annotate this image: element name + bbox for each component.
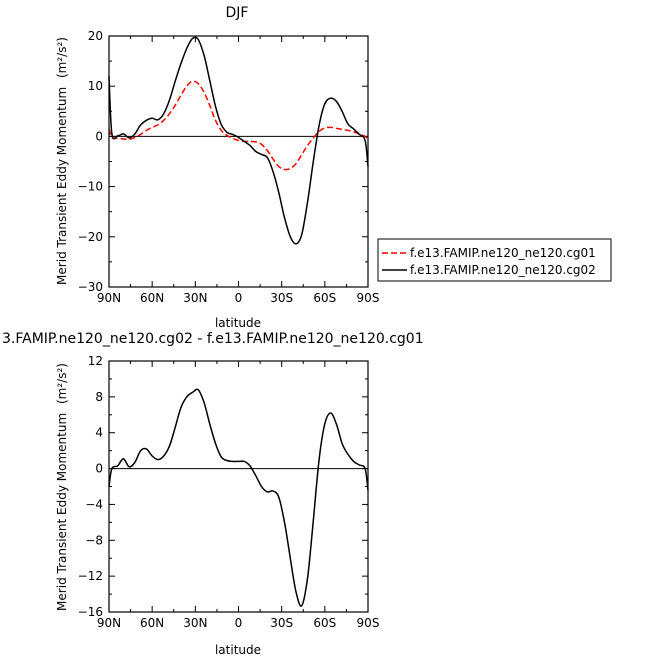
top-chart-ylabel-text: Merid Transient Eddy Momentum — [55, 87, 69, 285]
bottom-chart-x-tick-label: 90S — [357, 616, 380, 630]
top-chart-y-tick-label: 0 — [95, 129, 103, 143]
svg-text:Merid Transient Eddy Momentum: Merid Transient Eddy Momentum (m²/s²) — [55, 363, 69, 611]
top-chart-ylabel-unit: (m²/s²) — [55, 37, 69, 78]
legend-frame — [377, 238, 612, 282]
bottom-chart-xlabel: latitude — [215, 643, 261, 657]
top-chart-xlabel: latitude — [215, 316, 261, 330]
bottom-chart-title: 3.FAMIP.ne120_ne120.cg02 - f.e13.FAMIP.n… — [2, 331, 424, 347]
top-chart-x-tick-label: 90N — [97, 291, 121, 305]
bottom-chart-x-tick-label: 0 — [235, 616, 243, 630]
bottom-chart-x-tick-label: 90N — [97, 616, 121, 630]
top-chart-title: DJF — [226, 5, 249, 21]
top-chart-series-line-0 — [108, 80, 369, 171]
bottom-chart-series-line-0 — [108, 388, 369, 607]
top-chart-x-tick-label: 60N — [140, 291, 164, 305]
bottom-chart-y-tick-label: −8 — [85, 533, 103, 547]
bottom-chart-y-tick-label: −16 — [78, 605, 103, 619]
bottom-chart: 3.FAMIP.ne120_ne120.cg02 - f.e13.FAMIP.n… — [2, 331, 424, 657]
bottom-chart-series — [108, 388, 369, 607]
bottom-chart-ylabel: Merid Transient Eddy Momentum (m²/s²) — [55, 363, 69, 611]
bottom-chart-y-tick-label: −4 — [85, 497, 103, 511]
bottom-chart-x-tick-label: 30N — [183, 616, 207, 630]
legend-label-cg02: f.e13.FAMIP.ne120_ne120.cg02 — [410, 263, 596, 277]
bottom-chart-y-tick-label: 4 — [95, 426, 103, 440]
bottom-chart-y-tick-label: 0 — [95, 462, 103, 476]
top-chart-y-tick-label: −30 — [78, 280, 103, 294]
bottom-chart-ticks: 90N 60N 30N 0 30S 60S 90S 12 8 4 0 −4 −8 −12 −16 — [78, 354, 380, 630]
bottom-chart-x-tick-label: 30S — [270, 616, 293, 630]
top-chart-series — [108, 36, 369, 245]
top-chart-x-tick-label: 60S — [313, 291, 336, 305]
bottom-chart-y-tick-label: 12 — [88, 354, 103, 368]
top-chart-ticks: 90N 60N 30N 0 30S 60S 90S 20 10 0 −10 −20 −30 — [78, 29, 380, 305]
top-chart-y-tick-label: −20 — [78, 230, 103, 244]
bottom-chart-x-tick-label: 60N — [140, 616, 164, 630]
top-chart-frame — [108, 35, 369, 288]
top-chart-x-tick-label: 90S — [357, 291, 380, 305]
top-chart-series-line-1 — [108, 36, 369, 245]
top-chart: DJF 90N 60N 30N 0 30S 60S 90S 20 10 0 −10 −20 −30 Me… — [55, 5, 379, 330]
top-chart-y-tick-label: 20 — [88, 29, 103, 43]
bottom-chart-ylabel-unit: (m²/s²) — [55, 363, 69, 404]
top-chart-y-tick-label: 10 — [88, 79, 103, 93]
bottom-chart-y-tick-label: −12 — [78, 569, 103, 583]
top-chart-ylabel: Merid Transient Eddy Momentum (m²/s²) — [55, 37, 69, 285]
legend: f.e13.FAMIP.ne120_ne120.cg01 f.e13.FAMIP… — [377, 238, 612, 282]
bottom-chart-y-tick-label: 8 — [95, 390, 103, 404]
top-chart-x-tick-label: 30S — [270, 291, 293, 305]
top-chart-x-tick-label: 30N — [183, 291, 207, 305]
legend-label-cg01: f.e13.FAMIP.ne120_ne120.cg01 — [410, 246, 596, 260]
svg-text:Merid Transient Eddy Momentum: Merid Transient Eddy Momentum (m²/s²) — [55, 37, 69, 285]
top-chart-y-tick-label: −10 — [78, 180, 103, 194]
bottom-chart-x-tick-label: 60S — [313, 616, 336, 630]
top-chart-x-tick-label: 0 — [235, 291, 243, 305]
bottom-chart-ylabel-text: Merid Transient Eddy Momentum — [55, 413, 69, 611]
bottom-chart-frame — [108, 360, 369, 613]
